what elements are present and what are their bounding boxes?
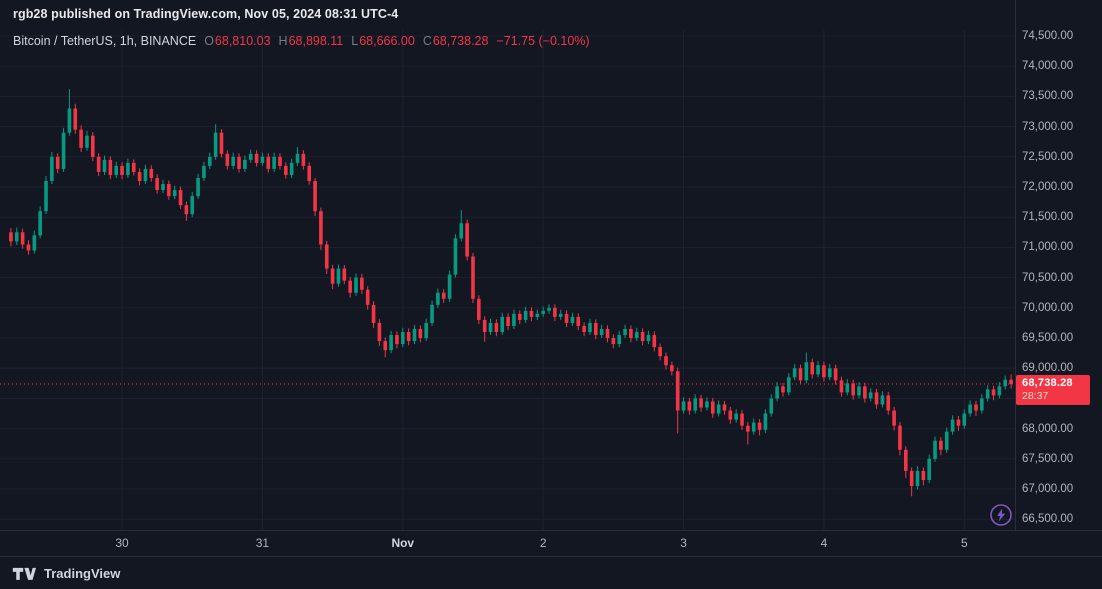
brand-name[interactable]: TradingView — [44, 565, 121, 581]
tradingview-logo[interactable] — [12, 566, 36, 581]
last-price-value: 68,738.28 — [1022, 377, 1073, 390]
price-change: −71.75 (−0.10%) — [496, 34, 590, 48]
bar-countdown: 28:37 — [1022, 390, 1049, 403]
symbol-title[interactable]: Bitcoin / TetherUS, 1h, BINANCE — [13, 34, 197, 48]
symbol-legend: Bitcoin / TetherUS, 1h, BINANCE O 68,810.… — [13, 34, 590, 48]
last-price-tag[interactable]: 68,738.28 28:37 — [1016, 375, 1090, 406]
ohlc-close: C 68,738.28 — [422, 34, 489, 48]
publish-info: rgb28 published on TradingView.com, Nov … — [13, 7, 399, 21]
footer-bar: TradingView — [0, 556, 1102, 589]
boost-icon[interactable] — [989, 503, 1013, 527]
ohlc-open: O 68,810.03 — [204, 34, 271, 48]
ohlc-low: L 68,666.00 — [351, 34, 415, 48]
ohlc-high: H 68,898.11 — [278, 34, 344, 48]
